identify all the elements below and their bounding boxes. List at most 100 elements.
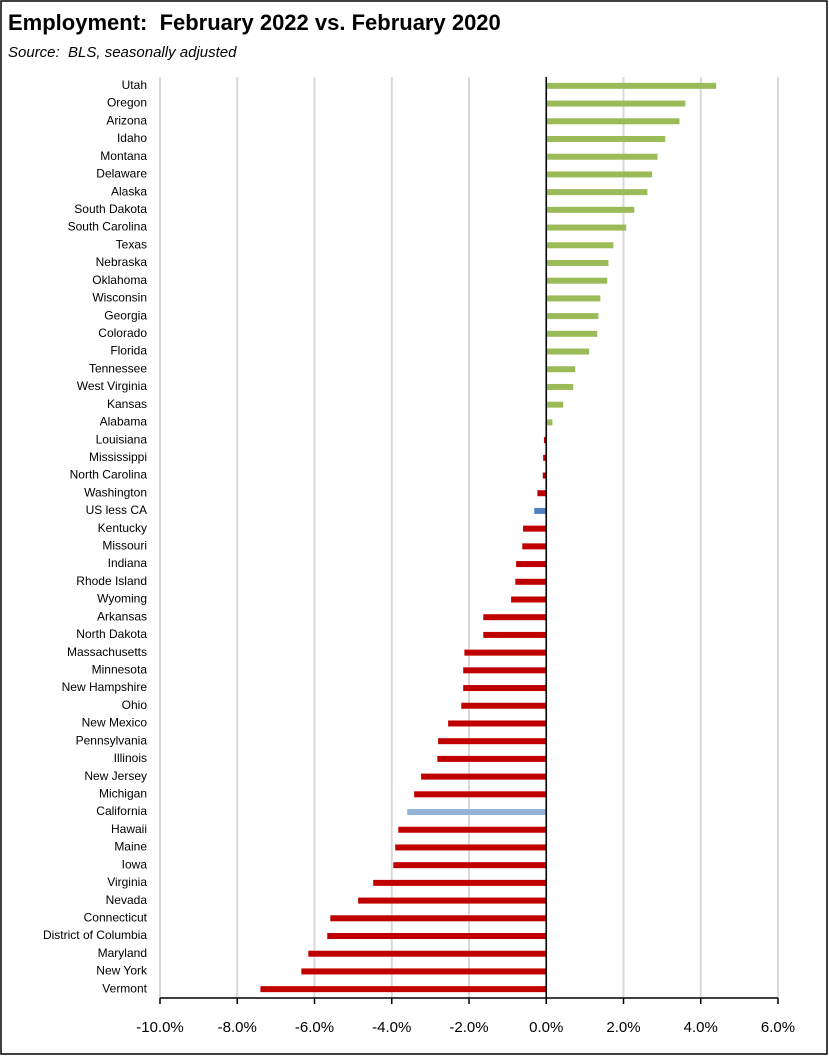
y-tick-label: Wisconsin bbox=[92, 291, 147, 305]
y-tick-label: Alaska bbox=[111, 184, 147, 198]
bar bbox=[515, 578, 547, 585]
y-tick-label: Washington bbox=[84, 485, 147, 499]
x-tick-label: -4.0% bbox=[372, 1019, 411, 1036]
bar bbox=[463, 667, 547, 674]
y-tick-label: West Virginia bbox=[77, 379, 148, 393]
bar bbox=[301, 968, 547, 975]
y-tick-label: Mississippi bbox=[89, 450, 147, 464]
bar bbox=[395, 844, 547, 851]
bar bbox=[546, 153, 658, 160]
bar bbox=[546, 383, 574, 390]
y-tick-label: New Jersey bbox=[84, 769, 147, 783]
bar bbox=[546, 82, 717, 89]
x-tick-label: -10.0% bbox=[136, 1019, 184, 1036]
chart-title: Employment: February 2022 vs. February 2… bbox=[8, 10, 501, 35]
bar bbox=[546, 118, 680, 125]
bar bbox=[373, 879, 547, 886]
y-tick-label: Virginia bbox=[107, 875, 147, 889]
bar bbox=[534, 507, 547, 514]
y-tick-label: Kentucky bbox=[98, 521, 147, 535]
y-tick-label: Nebraska bbox=[96, 255, 148, 269]
y-tick-label: Massachusetts bbox=[67, 645, 147, 659]
bar bbox=[546, 189, 648, 196]
y-tick-label: Nevada bbox=[106, 893, 148, 907]
y-tick-label: Vermont bbox=[102, 981, 147, 995]
y-tick-label: Minnesota bbox=[92, 663, 148, 677]
bar bbox=[546, 330, 598, 337]
bar bbox=[398, 826, 547, 833]
bar bbox=[546, 171, 653, 178]
y-tick-label: Maryland bbox=[98, 946, 147, 960]
y-tick-label: Kansas bbox=[107, 397, 147, 411]
bar bbox=[546, 259, 609, 266]
y-tick-label: Connecticut bbox=[84, 910, 148, 924]
bar bbox=[546, 295, 601, 302]
y-tick-label: New York bbox=[96, 964, 148, 978]
y-tick-label: Colorado bbox=[98, 326, 147, 340]
bar bbox=[516, 561, 547, 568]
x-tick-label: 4.0% bbox=[684, 1019, 718, 1036]
y-tick-label: Pennsylvania bbox=[76, 733, 148, 747]
y-tick-label: Illinois bbox=[114, 751, 147, 765]
y-tick-label: North Carolina bbox=[70, 468, 148, 482]
bar bbox=[523, 525, 547, 532]
y-tick-label: New Hampshire bbox=[62, 680, 148, 694]
y-tick-label: Alabama bbox=[100, 415, 148, 429]
y-tick-label: Hawaii bbox=[111, 822, 147, 836]
x-tick-label: -2.0% bbox=[449, 1019, 488, 1036]
bar bbox=[358, 897, 547, 904]
y-tick-label: Indiana bbox=[108, 556, 148, 570]
y-tick-label: District of Columbia bbox=[43, 928, 147, 942]
y-tick-label: Wyoming bbox=[97, 592, 147, 606]
bar bbox=[511, 596, 547, 603]
chart-subtitle: Source: BLS, seasonally adjusted bbox=[8, 44, 237, 61]
bar bbox=[448, 720, 547, 727]
bar bbox=[407, 809, 547, 816]
bar bbox=[546, 242, 614, 249]
y-tick-label: US less CA bbox=[86, 503, 147, 517]
y-tick-label: Maine bbox=[114, 840, 147, 854]
bar bbox=[437, 755, 547, 762]
y-tick-label: Oklahoma bbox=[92, 273, 147, 287]
bar bbox=[543, 437, 547, 444]
bar bbox=[546, 224, 627, 231]
bar bbox=[522, 543, 547, 550]
y-tick-label: Arizona bbox=[106, 113, 147, 127]
bar bbox=[464, 649, 547, 656]
x-tick-label: -8.0% bbox=[218, 1019, 257, 1036]
y-tick-label: Idaho bbox=[117, 131, 147, 145]
y-tick-label: California bbox=[96, 804, 147, 818]
bar bbox=[438, 738, 547, 745]
bar bbox=[393, 862, 547, 869]
y-tick-label: Oregon bbox=[107, 96, 147, 110]
bar bbox=[543, 454, 547, 461]
y-tick-label: South Dakota bbox=[74, 202, 147, 216]
y-tick-label: Louisiana bbox=[96, 432, 148, 446]
y-tick-label: Iowa bbox=[122, 857, 148, 871]
bar bbox=[546, 348, 590, 355]
bar bbox=[546, 135, 666, 142]
bar bbox=[421, 773, 547, 780]
y-tick-label: Montana bbox=[100, 149, 147, 163]
y-tick-label: Michigan bbox=[99, 786, 147, 800]
bar bbox=[330, 915, 547, 922]
y-tick-label: Florida bbox=[110, 344, 147, 358]
y-tick-label: Georgia bbox=[104, 308, 147, 322]
y-tick-label: Texas bbox=[116, 237, 147, 251]
bar bbox=[483, 631, 547, 638]
bar bbox=[546, 366, 576, 373]
bar bbox=[414, 791, 547, 798]
bar bbox=[546, 313, 599, 320]
bar bbox=[546, 419, 553, 426]
bar bbox=[542, 472, 547, 479]
bar bbox=[546, 277, 608, 284]
bar bbox=[327, 933, 547, 940]
y-tick-label: Utah bbox=[122, 78, 147, 92]
y-tick-label: Rhode Island bbox=[76, 574, 147, 588]
bar bbox=[260, 986, 547, 993]
bar bbox=[483, 614, 547, 621]
y-tick-label: North Dakota bbox=[76, 627, 147, 641]
y-tick-label: Arkansas bbox=[97, 609, 147, 623]
